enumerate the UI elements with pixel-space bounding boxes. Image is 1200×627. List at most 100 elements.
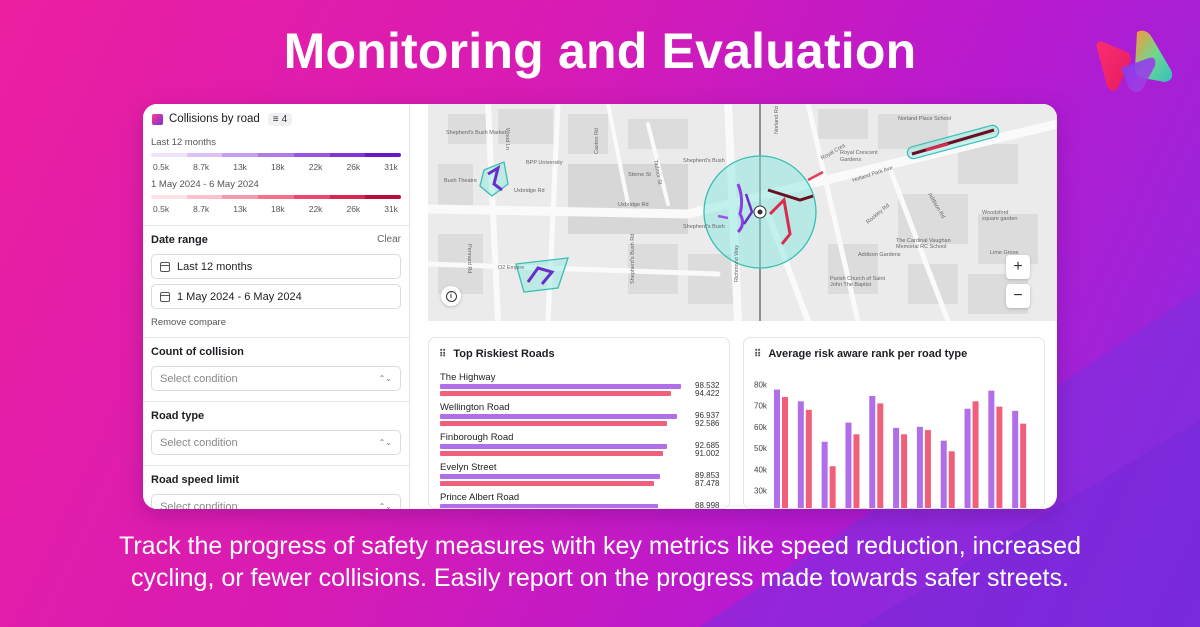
riskiest-roads-panel: ⠿ Top Riskiest Roads The Highway 98.532 94… — [428, 337, 730, 509]
road-row[interactable]: Wellington Road 96.937 92.586 — [429, 397, 729, 428]
condition-select[interactable]: Select condition ⌃⌄ — [151, 430, 401, 455]
drag-handle-icon[interactable]: ⠿ — [754, 348, 761, 360]
road-value-a: 89.853 — [695, 471, 720, 480]
svg-text:Royal Crescent: Royal Crescent — [840, 150, 878, 156]
bar-series-2[interactable] — [877, 403, 884, 509]
road-value-a: 98.532 — [695, 381, 720, 390]
bar-series-2[interactable] — [996, 406, 1003, 509]
road-bar-b — [440, 421, 667, 426]
legend-tick: 31k — [384, 204, 398, 214]
bar-chart: 80k 70k 60k 50k 40k 30k — [754, 380, 1027, 509]
svg-text:Gardens: Gardens — [840, 157, 861, 163]
dashboard-card: Collisions by road ≡ 4 Last 12 months 0.… — [143, 104, 1057, 509]
road-bar-a — [440, 444, 668, 449]
condition-title: Road speed limit — [151, 474, 240, 486]
road-bar-a — [440, 474, 661, 479]
svg-text:square garden: square garden — [982, 216, 1017, 222]
bar-series-2[interactable] — [782, 397, 788, 509]
map-canvas: Shepherd's Bush Market Bush Theatre BPP … — [428, 104, 1057, 321]
y-tick-label: 50k — [754, 444, 768, 453]
filter-count: 4 — [281, 113, 288, 125]
map-info-button[interactable]: i — [441, 286, 461, 306]
condition-select[interactable]: Select condition ⌃⌄ — [151, 366, 401, 391]
bar-series-1[interactable] — [797, 401, 804, 509]
bar-series-1[interactable] — [964, 408, 971, 509]
svg-text:Shepherd's Bush: Shepherd's Bush — [683, 224, 725, 230]
bar-series-2[interactable] — [901, 434, 908, 509]
bar-series-1[interactable] — [869, 395, 876, 509]
bar-series-2[interactable] — [829, 466, 836, 509]
road-row[interactable]: Evelyn Street 89.853 87.478 — [429, 457, 729, 488]
bar-series-1[interactable] — [893, 427, 900, 509]
svg-text:BPP University: BPP University — [526, 160, 563, 166]
bar-series-2[interactable] — [924, 430, 931, 509]
clear-link[interactable]: Clear — [377, 234, 401, 245]
condition-title: Road type — [151, 410, 205, 422]
road-value-b: 87.478 — [695, 479, 720, 488]
svg-text:Norland Place School: Norland Place School — [898, 116, 951, 122]
zoom-out-button[interactable]: − — [1006, 284, 1030, 308]
select-placeholder: Select condition — [160, 500, 238, 510]
chart-title: Average risk aware rank per road type — [768, 348, 968, 360]
date-field-a[interactable]: Last 12 months — [151, 254, 401, 279]
svg-text:Bush Theatre: Bush Theatre — [444, 178, 477, 184]
layer-title: Collisions by road — [169, 113, 260, 125]
legend-tick: 8.7k — [193, 204, 210, 214]
period-label-b: 1 May 2024 - 6 May 2024 — [151, 179, 259, 190]
filter-chip[interactable]: ≡ 4 — [267, 112, 293, 126]
legend-tick: 18k — [270, 162, 285, 172]
road-bar-a — [440, 414, 678, 419]
date-field-b[interactable]: 1 May 2024 - 6 May 2024 — [151, 284, 401, 309]
select-placeholder: Select condition — [160, 436, 238, 449]
road-name: Finborough Road — [440, 432, 514, 443]
condition-select[interactable]: Select condition ⌃⌄ — [151, 494, 401, 509]
road-value-a: 96.937 — [695, 411, 720, 420]
bar-series-2[interactable] — [1020, 423, 1027, 509]
road-name: Prince Albert Road — [440, 492, 520, 503]
svg-text:The Cardinal Vaughan: The Cardinal Vaughan — [896, 238, 951, 244]
panel-title: Top Riskiest Roads — [453, 348, 555, 360]
legend-tick: 31k — [384, 162, 398, 172]
bar-series-1[interactable] — [940, 440, 947, 509]
bar-series-1[interactable] — [916, 426, 923, 509]
date-value-a: Last 12 months — [177, 260, 253, 273]
road-row[interactable]: Finborough Road 92.685 91.002 — [429, 427, 729, 458]
brand-logo — [1096, 30, 1173, 92]
svg-text:Wood Ln: Wood Ln — [504, 128, 510, 150]
map-view[interactable]: Shepherd's Bush Market Bush Theatre BPP … — [428, 104, 1057, 321]
zoom-in-button[interactable]: + — [1006, 255, 1030, 279]
bar-series-2[interactable] — [853, 434, 860, 509]
road-row[interactable]: The Highway 98.532 94.422 — [429, 367, 729, 398]
svg-text:Woodsford: Woodsford — [982, 210, 1009, 216]
condition-road-speed-limit: Road speed limit Select condition ⌃⌄ — [143, 465, 409, 509]
bar-series-2[interactable] — [948, 451, 955, 509]
period-label-a: Last 12 months — [151, 137, 216, 148]
calendar-icon — [160, 291, 170, 302]
y-tick-label: 40k — [754, 465, 768, 474]
drag-handle-icon[interactable]: ⠿ — [439, 348, 446, 360]
filter-icon: ≡ — [272, 113, 279, 125]
legend-tick: 13k — [233, 162, 247, 172]
bar-series-1[interactable] — [845, 422, 852, 509]
bar-series-2[interactable] — [972, 401, 979, 509]
svg-text:Tadmor St: Tadmor St — [652, 159, 662, 185]
road-bar-a — [440, 504, 659, 508]
condition-title: Count of collision — [151, 346, 244, 358]
legend-tick: 13k — [233, 204, 247, 214]
layer-header[interactable]: Collisions by road ≡ 4 — [143, 104, 409, 128]
remove-compare-link[interactable]: Remove compare — [151, 317, 226, 328]
legend-scale-purple: 0.5k 8.7k 13k 18k 22k 26k 31k — [151, 153, 401, 175]
legend-tick: 8.7k — [193, 162, 210, 172]
y-tick-label: 60k — [754, 423, 768, 432]
bar-series-1[interactable] — [774, 389, 780, 509]
bar-series-2[interactable] — [805, 409, 812, 509]
bar-series-1[interactable] — [988, 390, 995, 509]
y-tick-label: 80k — [754, 380, 768, 389]
svg-text:Richmond Way: Richmond Way — [734, 245, 740, 282]
road-bar-b — [440, 391, 672, 396]
y-tick-label: 30k — [754, 487, 768, 496]
bar-series-1[interactable] — [821, 441, 828, 509]
bar-series-1[interactable] — [1012, 410, 1019, 509]
road-value-b: 92.586 — [695, 419, 720, 428]
